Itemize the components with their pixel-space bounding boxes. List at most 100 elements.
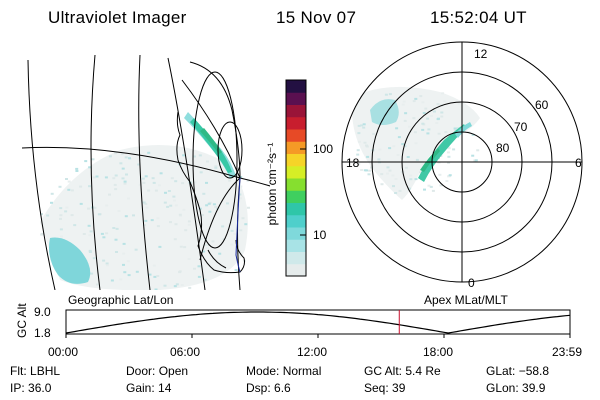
speckle-dot — [119, 162, 123, 165]
speckle-dot — [239, 176, 243, 178]
speckle-dot — [166, 205, 170, 208]
speckle-dot — [114, 174, 118, 177]
speckle-dot — [246, 179, 250, 182]
meridian-line — [181, 79, 241, 179]
speckle-dot — [115, 227, 119, 230]
speckle-dot — [89, 230, 93, 233]
speckle-dot — [182, 208, 186, 211]
geo-panel-caption: Geographic Lat/Lon — [68, 293, 174, 307]
speckle-dot — [92, 176, 96, 179]
speckle-dot — [378, 148, 382, 151]
speckle-dot — [141, 177, 145, 180]
terminator-outline — [217, 121, 243, 179]
speckle-dot — [65, 206, 69, 209]
meridian-line — [199, 177, 241, 261]
speckle-dot — [75, 170, 79, 172]
speckle-dot — [234, 269, 238, 272]
speckle-dot — [174, 204, 178, 207]
instrument-title: Ultraviolet Imager — [48, 8, 187, 27]
speckle-dot — [156, 217, 160, 220]
meridian-line — [90, 54, 101, 290]
speckle-dot — [127, 197, 130, 200]
meridian-line — [138, 54, 151, 290]
speckle-dot — [187, 223, 191, 226]
coastline — [176, 111, 245, 274]
speckle-dot — [157, 184, 161, 187]
speckle-dot — [234, 207, 238, 210]
speckle-dot — [102, 259, 106, 262]
speckle-dot — [238, 250, 241, 253]
speckle-dot — [87, 207, 90, 210]
speckle-dot — [125, 173, 128, 176]
speckle-dot — [226, 202, 229, 205]
speckle-dot — [476, 149, 480, 152]
speckle-dot — [419, 95, 423, 98]
speckle-dot — [144, 175, 148, 178]
speckle-dot — [88, 251, 92, 253]
colorbar-band — [286, 202, 306, 216]
speckle-dot — [403, 119, 407, 122]
speckle-dot — [134, 248, 138, 251]
speckle-dot — [124, 215, 128, 218]
speckle-dot — [96, 283, 99, 286]
speckle-dot — [356, 149, 360, 152]
speckle-dot — [127, 274, 131, 277]
speckle-dot — [105, 262, 109, 265]
emission-patch — [49, 237, 91, 284]
speckle-dot — [58, 185, 62, 188]
speckle-dot — [145, 206, 149, 209]
speckle-dot — [453, 127, 457, 130]
status-door: Door: Open — [126, 364, 189, 378]
speckle-dot — [360, 124, 364, 127]
timeline-xtick: 06:00 — [170, 345, 201, 359]
speckle-dot — [230, 229, 234, 232]
timeline-xtick: 18:00 — [423, 345, 454, 359]
speckle-dot — [173, 238, 177, 241]
speckle-dot — [181, 182, 185, 185]
speckle-dot — [65, 178, 68, 180]
speckle-dot — [179, 214, 182, 217]
speckle-dot — [182, 154, 186, 157]
speckle-dot — [143, 224, 146, 227]
speckle-dot — [179, 245, 183, 248]
speckle-dot — [367, 173, 371, 176]
speckle-dot — [156, 275, 160, 277]
speckle-dot — [95, 175, 99, 178]
speckle-dot — [437, 117, 440, 120]
speckle-dot — [439, 184, 443, 187]
speckle-dot — [447, 161, 451, 164]
auroral-arc-peak — [200, 128, 222, 154]
polar-panel-caption: Apex MLat/MLT — [424, 293, 508, 307]
meridian-line — [189, 61, 241, 179]
speckle-dot — [106, 264, 110, 267]
speckle-dot — [445, 180, 449, 182]
colorbar-band — [286, 141, 306, 154]
speckle-dot — [212, 203, 216, 206]
speckle-dot — [427, 128, 431, 131]
status-seq: Seq: 39 — [364, 381, 406, 395]
speckle-dot — [214, 165, 218, 168]
speckle-dot — [385, 172, 389, 175]
speckle-dot — [174, 223, 178, 226]
speckle-dot — [132, 214, 135, 217]
speckle-dot — [91, 158, 95, 161]
speckle-dot — [40, 213, 43, 216]
polar-arc-tail — [455, 122, 472, 138]
speckle-dot — [59, 217, 62, 220]
speckle-dot — [391, 174, 395, 177]
speckle-dot — [121, 177, 125, 180]
colorbar-band — [286, 92, 306, 105]
latitude-line-ext — [239, 177, 270, 187]
speckle-dot — [123, 180, 127, 183]
speckle-dot — [412, 117, 416, 120]
speckle-dot — [380, 173, 384, 176]
speckle-dot — [154, 189, 158, 192]
speckle-dot — [228, 179, 232, 182]
speckle-dot — [218, 252, 222, 255]
speckle-dot — [73, 224, 77, 227]
speckle-dot — [362, 123, 366, 126]
meridian-line — [167, 57, 206, 290]
speckle-dot — [197, 265, 201, 268]
speckle-dot — [50, 201, 53, 204]
speckle-dot — [208, 210, 212, 213]
